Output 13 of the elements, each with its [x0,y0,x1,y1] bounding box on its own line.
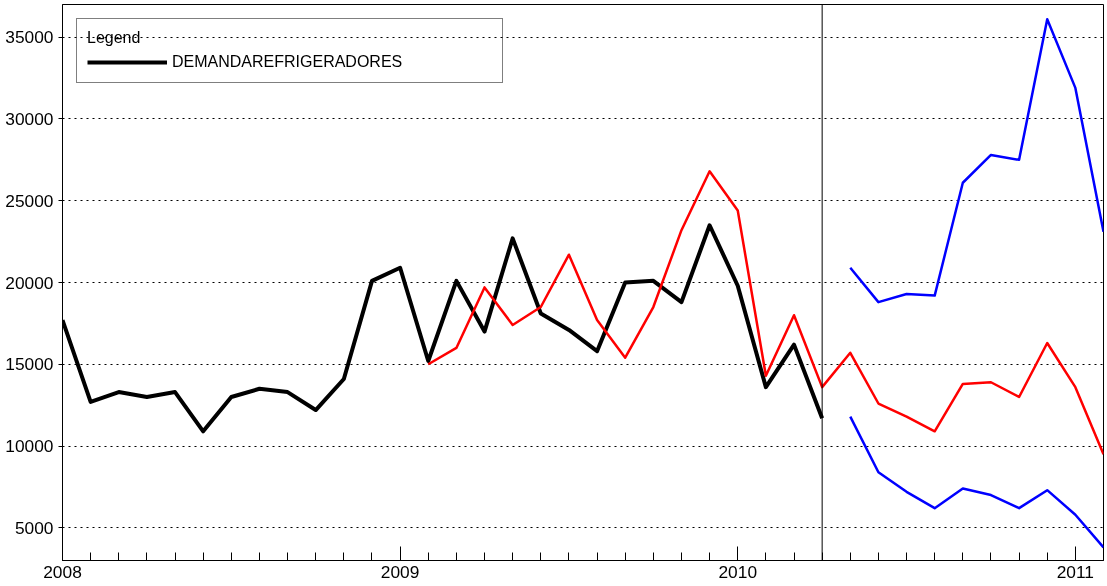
y-tick-label: 10000 [5,436,54,457]
x-tick-label: 2010 [718,561,758,582]
y-tick-label: 35000 [5,27,54,48]
y-tick-label: 25000 [5,190,54,211]
legend-title: Legend [87,29,142,47]
y-tick-label: 30000 [5,108,54,129]
x-tick-label: 2011 [1056,561,1094,582]
legend-label: DEMANDAREFRIGERADORES [172,53,404,71]
y-tick-label: 5000 [14,517,54,538]
y-tick-label: 15000 [5,354,54,375]
x-tick-label: 2009 [380,561,420,582]
x-tick-label: 2008 [43,561,82,582]
y-tick-label: 20000 [5,272,54,293]
